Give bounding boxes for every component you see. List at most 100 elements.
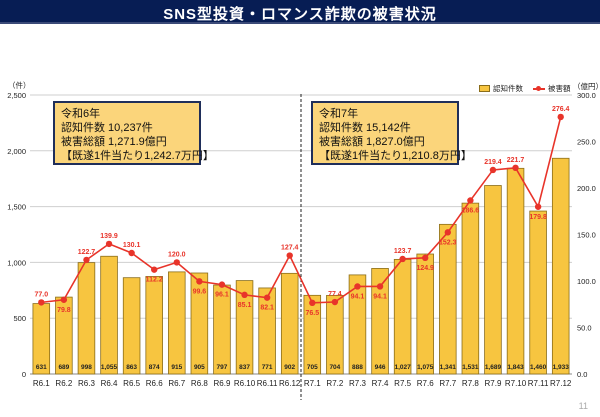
- bar-value-label: 905: [194, 364, 205, 371]
- line-value-label: 94.1: [351, 293, 365, 300]
- bar-value-label: 1,027: [394, 364, 411, 371]
- legend-line-label: 被害額: [548, 84, 571, 93]
- line-value-label: 221.7: [507, 157, 525, 164]
- bar: [235, 280, 254, 375]
- info-count: 認知件数 10,237件: [61, 122, 153, 134]
- bar-value-label: 1,075: [417, 364, 434, 371]
- bar: [258, 287, 276, 375]
- line-point: [534, 203, 542, 210]
- line-series: [41, 116, 562, 304]
- bar: [416, 253, 434, 375]
- line-value-label: 130.1: [123, 242, 141, 249]
- line-value-label: 112.2: [146, 277, 163, 284]
- line-value-label: 96.1: [215, 292, 229, 299]
- bar: [280, 272, 299, 375]
- bar-value-label: 1,933: [553, 364, 570, 371]
- left-axis-tick-label: 2,500: [7, 91, 26, 100]
- bar: [168, 271, 186, 375]
- info-per-case: 【既遂1件当たり1,242.7万円】: [61, 150, 214, 162]
- bar-value-label: 771: [262, 364, 273, 371]
- x-tick-label: R7.9: [485, 379, 502, 388]
- bar-value-label: 705: [307, 364, 318, 371]
- line-value-label: 139.9: [100, 233, 118, 240]
- info-amount: 被害総額 1,827.0億円: [319, 136, 425, 148]
- info-amount: 被害総額 1,271.9億円: [61, 136, 167, 148]
- line-point: [557, 113, 564, 121]
- line-point: [151, 266, 158, 273]
- page-number: 11: [578, 401, 588, 411]
- bar-value-label: 1,460: [530, 364, 547, 371]
- x-tick-label: R7.2: [326, 379, 343, 388]
- line-point: [444, 229, 451, 236]
- bar: [326, 295, 344, 375]
- bar-value-label: 631: [36, 364, 47, 371]
- x-tick-label: R7.5: [394, 379, 411, 388]
- x-tick-label: R6.9: [214, 379, 231, 388]
- line-value-label: 85.1: [238, 302, 252, 309]
- line-point: [399, 255, 406, 263]
- bar-value-label: 902: [284, 364, 295, 371]
- legend-line-swatch: [533, 85, 545, 91]
- line-point: [128, 249, 135, 257]
- bar-value-label: 888: [352, 364, 363, 371]
- line-value-label: 127.4: [281, 245, 299, 252]
- left-axis-tick-label: 1,000: [7, 258, 26, 267]
- line-value-label: 122.7: [78, 249, 96, 256]
- x-tick-label: R6.7: [168, 379, 185, 388]
- left-axis-tick-label: 2,000: [7, 147, 26, 156]
- x-tick-label: R6.8: [191, 379, 208, 388]
- bar-value-label: 915: [171, 364, 182, 371]
- line-point: [354, 283, 361, 290]
- bar: [393, 258, 412, 375]
- bar: [484, 185, 502, 375]
- bar-value-label: 797: [217, 364, 228, 371]
- bar-value-label: 863: [126, 364, 137, 371]
- x-tick-label: R6.6: [146, 379, 163, 388]
- legend-bar-swatch: [479, 85, 490, 92]
- line-point: [105, 240, 113, 248]
- bar: [371, 268, 389, 375]
- line-point: [376, 283, 384, 290]
- line-value-label: 219.4: [484, 159, 502, 166]
- left-axis-unit: （件）: [8, 81, 31, 90]
- line-value-label: 76.5: [305, 310, 319, 317]
- bar-value-label: 1,689: [485, 364, 502, 371]
- legend-bar-label: 認知件数: [493, 84, 523, 93]
- x-tick-label: R6.2: [55, 379, 72, 388]
- x-tick-label: R7.4: [372, 379, 389, 388]
- bar-value-label: 1,341: [440, 364, 457, 371]
- line-value-label: 79.8: [57, 307, 71, 314]
- right-axis-tick-label: 50.0: [577, 324, 592, 333]
- line-point: [489, 166, 497, 174]
- bar: [122, 277, 141, 375]
- line-point: [331, 298, 339, 306]
- info-per-case: 【既遂1件当たり1,210.8万円】: [319, 150, 472, 162]
- bar-value-label: 1,531: [462, 364, 479, 371]
- left-axis-tick-label: 1,500: [7, 203, 26, 212]
- page-title: SNS型投資・ロマンス詐欺の被害状況: [163, 6, 437, 23]
- x-tick-label: R7.7: [439, 379, 456, 388]
- x-tick-label: R6.4: [101, 379, 118, 388]
- x-tick-label: R6.5: [123, 379, 140, 388]
- bar: [461, 202, 480, 375]
- x-tick-label: R6.12: [279, 379, 301, 388]
- line-point: [241, 291, 248, 299]
- x-tick-label: R6.3: [78, 379, 95, 388]
- x-tick-label: R7.3: [349, 379, 366, 388]
- x-tick-label: R6.11: [257, 379, 278, 388]
- x-tick-label: R6.10: [234, 379, 256, 388]
- line-value-label: 120.0: [168, 251, 186, 258]
- line-value-label: 186.6: [462, 207, 480, 214]
- bar-value-label: 946: [375, 364, 386, 371]
- left-axis-tick-label: 500: [13, 314, 26, 323]
- line-point: [512, 164, 519, 172]
- line-point: [38, 299, 45, 306]
- x-tick-label: R7.11: [528, 379, 549, 388]
- line-point: [422, 254, 429, 262]
- right-axis-tick-label: 200.0: [577, 184, 596, 193]
- line-value-label: 82.1: [260, 305, 274, 312]
- right-axis-tick-label: 300.0: [577, 91, 596, 100]
- bar: [77, 262, 96, 375]
- info-box-r7: 令和7年 認知件数 15,142件 被害総額 1,827.0億円 【既遂1件当た…: [311, 101, 472, 165]
